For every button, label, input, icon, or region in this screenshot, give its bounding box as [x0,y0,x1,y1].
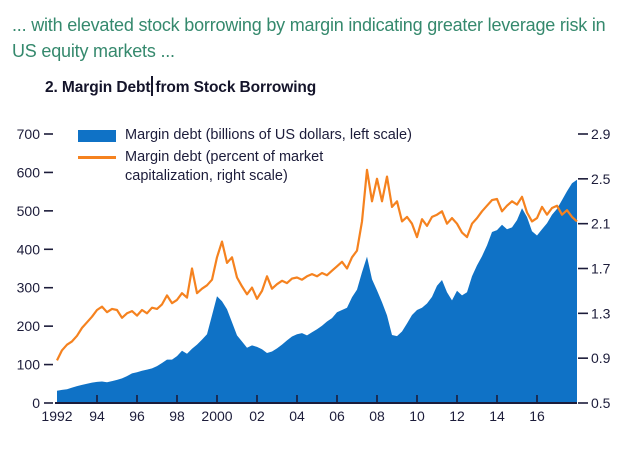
text-cursor [151,76,154,96]
right-axis-tick-label: 1.7 [591,261,611,277]
legend-label-line: Margin debt (percent of market [125,149,324,165]
right-axis-tick-label: 2.1 [591,216,611,232]
x-axis-tick-label: 12 [449,408,465,424]
left-axis-tick-label: 200 [17,318,41,334]
left-axis-tick-label: 0 [32,395,40,411]
left-axis-tick-label: 400 [17,241,41,257]
x-axis-tick-label: 2000 [201,408,232,424]
left-axis-tick-label: 600 [17,164,41,180]
right-axis-tick-label: 2.5 [591,171,611,187]
legend-item-margin-debt-dollars: Margin debt (billions of US dollars, lef… [78,126,412,145]
x-axis-tick-label: 04 [289,408,305,424]
x-axis-tick-label: 96 [129,408,145,424]
x-axis-tick-label: 94 [89,408,105,424]
x-axis-tick-label: 16 [529,408,545,424]
x-axis-tick-label: 1992 [41,408,72,424]
area-swatch-icon [78,130,116,142]
right-axis-tick-label: 1.3 [591,305,611,321]
x-axis-tick-label: 10 [409,408,425,424]
x-axis-tick-label: 06 [329,408,345,424]
figure-caption: ... with elevated stock borrowing by mar… [12,15,606,61]
panel-title-suffix: from Stock Borrowing [155,79,317,96]
left-axis-tick-label: 100 [17,357,41,373]
legend-item-margin-debt-percent: Margin debt (percent of market capitaliz… [78,148,412,186]
x-axis-tick-label: 02 [249,408,265,424]
left-axis-tick-label: 700 [17,126,41,142]
x-axis-tick-label: 08 [369,408,385,424]
panel-title-prefix: 2. Margin Debt [45,79,151,96]
panel-title[interactable]: 2. Margin Debt from Stock Borrowing [45,76,316,97]
x-axis-tick-label: 14 [489,408,505,424]
left-axis-tick-label: 500 [17,203,41,219]
legend-label-line: Margin debt (billions of US dollars, lef… [125,127,412,143]
x-axis-tick-label: 98 [169,408,185,424]
left-axis-tick-label: 300 [17,280,41,296]
right-axis-tick-label: 2.9 [591,126,611,142]
margin-debt-area-series [57,179,577,403]
margin-debt-percent-line-series [56,168,578,361]
right-axis-tick-label: 0.9 [591,350,611,366]
line-swatch-icon [78,156,116,159]
legend-label-line: capitalization, right scale) [125,168,288,184]
right-axis-tick-label: 0.5 [591,395,611,411]
chart-legend: Margin debt (billions of US dollars, lef… [78,126,412,189]
